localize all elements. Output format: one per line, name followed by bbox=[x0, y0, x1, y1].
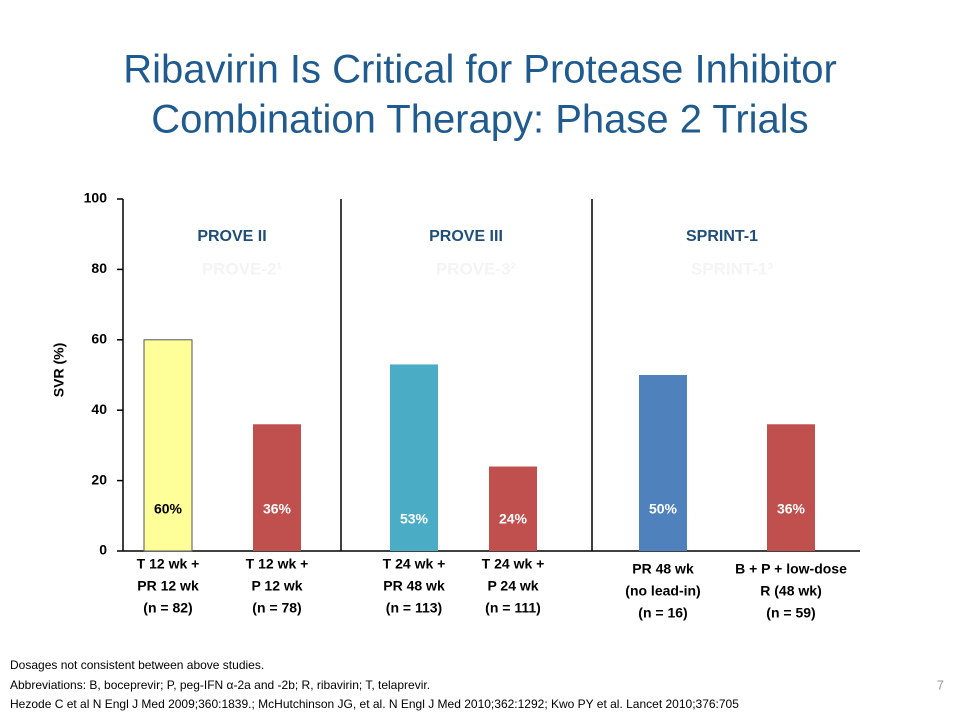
x-tick-label: PR 48 wk bbox=[632, 561, 694, 577]
x-tick-label: P 12 wk bbox=[251, 578, 302, 594]
bar bbox=[253, 424, 301, 551]
x-tick-label: (n = 111) bbox=[485, 600, 541, 616]
title-line: Combination Therapy: Phase 2 Trials bbox=[151, 98, 808, 142]
ghost-label: PROVE-3² bbox=[436, 259, 517, 278]
y-tick-label: 80 bbox=[91, 260, 107, 276]
group-label: SPRINT-1 bbox=[686, 228, 758, 245]
x-tick-label: T 12 wk + bbox=[246, 556, 309, 572]
x-tick-label: (n = 78) bbox=[252, 600, 301, 616]
value-label: 53% bbox=[400, 511, 429, 527]
x-tick-label: (n = 16) bbox=[638, 605, 687, 621]
x-tick-label: (n = 82) bbox=[143, 600, 192, 616]
x-tick-label: R (48 wk) bbox=[760, 583, 821, 599]
y-tick-label: 40 bbox=[91, 401, 107, 417]
x-tick-label: PR 48 wk bbox=[383, 578, 445, 594]
x-tick-label: PR 12 wk bbox=[137, 578, 199, 594]
value-label: 36% bbox=[777, 501, 806, 517]
value-label: 36% bbox=[263, 501, 292, 517]
ghost-label: SPRINT-1³ bbox=[691, 259, 774, 278]
group-label: PROVE II bbox=[197, 228, 266, 245]
y-tick-label: 20 bbox=[91, 471, 107, 487]
value-label: 24% bbox=[499, 511, 528, 527]
bar bbox=[639, 375, 687, 551]
footnote: Hezode C et al N Engl J Med 2009;360:183… bbox=[10, 697, 739, 711]
x-tick-label: (n = 59) bbox=[766, 605, 815, 621]
title-line: Ribavirin Is Critical for Protease Inhib… bbox=[123, 48, 837, 92]
y-axis-label: SVR (%) bbox=[51, 343, 67, 397]
ghost-label: PROVE-2¹ bbox=[202, 259, 283, 278]
x-tick-label: (n = 113) bbox=[386, 600, 442, 616]
y-tick-label: 60 bbox=[91, 331, 107, 347]
footnote: Abbreviations: B, boceprevir; P, peg-IFN… bbox=[10, 678, 430, 692]
bar bbox=[390, 364, 438, 551]
x-tick-label: P 24 wk bbox=[487, 578, 538, 594]
group-label: PROVE III bbox=[429, 228, 503, 245]
page-number: 7 bbox=[937, 677, 944, 692]
x-tick-label: T 12 wk + bbox=[137, 556, 200, 572]
x-tick-label: B + P + low-dose bbox=[735, 561, 847, 577]
footnote: Dosages not consistent between above stu… bbox=[10, 658, 264, 672]
value-label: 60% bbox=[154, 501, 183, 517]
bar bbox=[767, 424, 815, 551]
bar bbox=[489, 466, 537, 551]
y-tick-label: 0 bbox=[99, 542, 107, 558]
y-tick-label: 100 bbox=[84, 190, 108, 206]
bar bbox=[143, 339, 193, 552]
x-tick-label: T 24 wk + bbox=[383, 556, 446, 572]
value-label: 50% bbox=[649, 501, 678, 517]
x-tick-label: T 24 wk + bbox=[482, 556, 545, 572]
x-tick-label: (no lead-in) bbox=[625, 583, 700, 599]
